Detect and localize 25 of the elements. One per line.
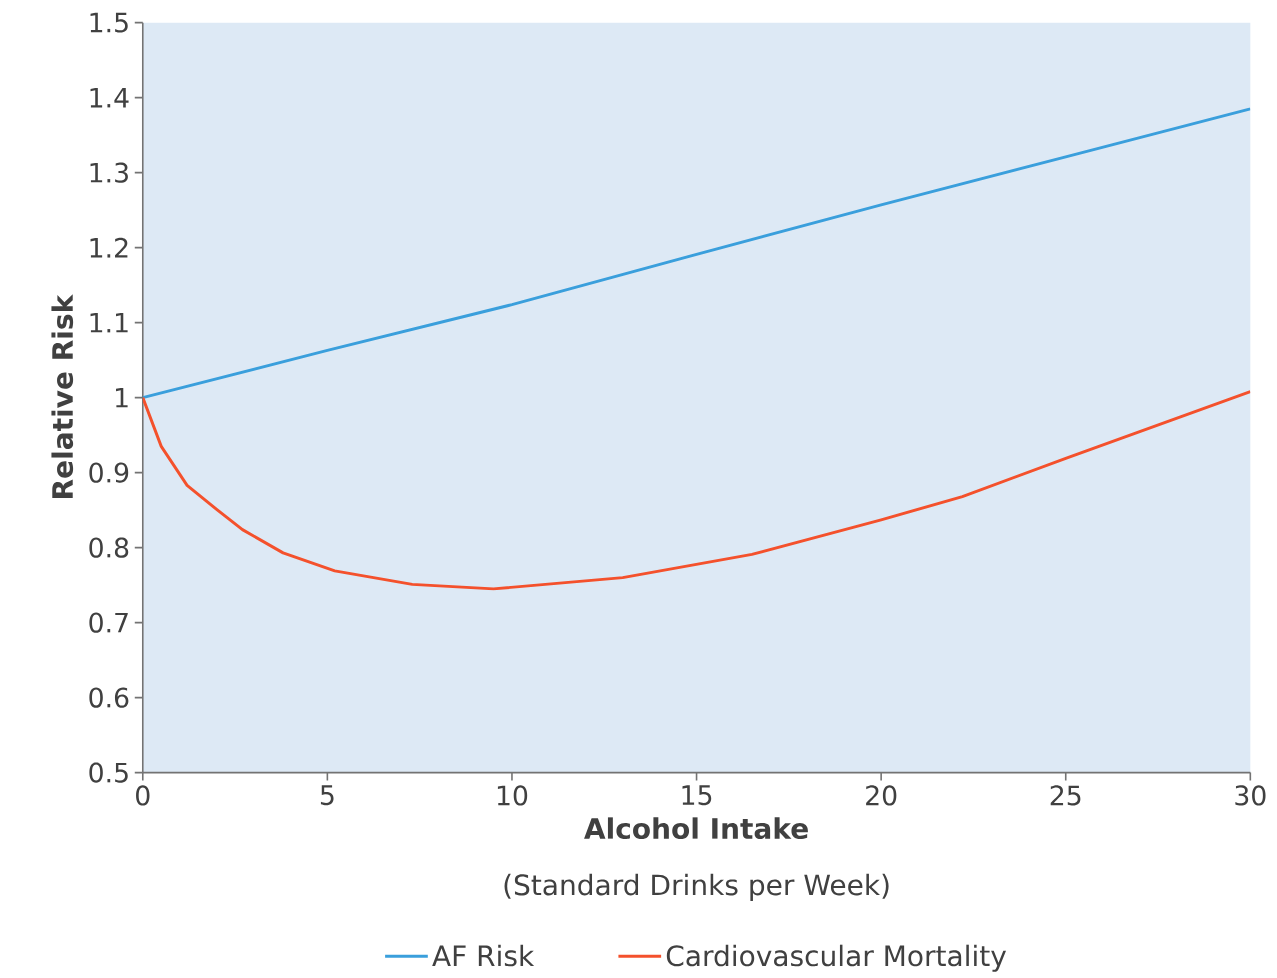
x-tick-label: 5 — [320, 785, 334, 806]
legend-label: Cardiovascular Mortality — [666, 944, 1007, 972]
y-tick-label: 0.9 — [89, 462, 129, 483]
line-series — [142, 390, 1251, 591]
line-series — [142, 107, 1251, 400]
y-tick-label: 1 — [116, 387, 128, 408]
y-axis-title: Relative Risk — [51, 294, 74, 498]
x-axis-title: Alcohol Intake — [584, 817, 808, 839]
y-tick-label: 1.5 — [90, 12, 128, 33]
legend-label: AF Risk — [432, 944, 535, 967]
x-tick-label: 30 — [1235, 785, 1266, 806]
y-tick-label: 0.8 — [89, 537, 129, 558]
x-tick-label: 15 — [682, 785, 712, 806]
y-tick-label: 0.7 — [89, 612, 128, 633]
x-tick-label: 10 — [497, 785, 528, 806]
y-tick-label: 0.5 — [89, 762, 128, 783]
y-tick-label: 1.1 — [90, 312, 128, 333]
text: (Standard Drinks per Week) — [504, 873, 889, 901]
x-tick-label: 20 — [866, 785, 897, 806]
x-tick-label: 25 — [1050, 785, 1081, 806]
y-tick-label: 1.4 — [90, 87, 129, 108]
y-tick-label: 0.6 — [89, 687, 129, 708]
x-tick-label: 0 — [136, 785, 150, 806]
y-tick-label: 1.3 — [90, 162, 128, 183]
y-tick-label: 1.2 — [90, 237, 128, 258]
